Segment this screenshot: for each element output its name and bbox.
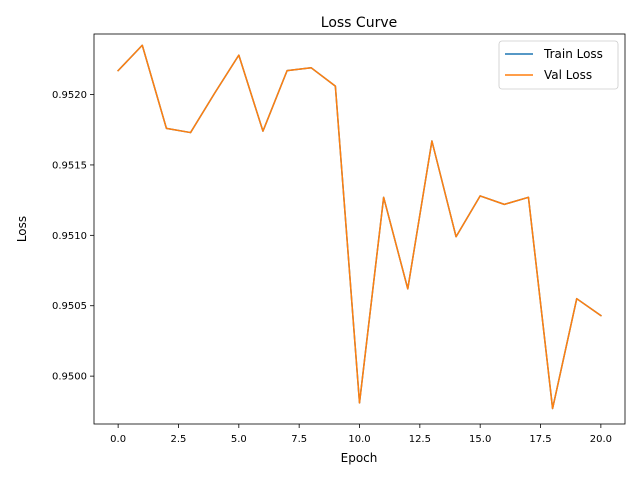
legend-box	[498, 40, 619, 90]
x-tick-label: 7.5	[291, 434, 307, 445]
y-axis-label: Loss	[15, 216, 29, 242]
x-tick-label: 15.0	[469, 434, 491, 445]
legend: Train Loss Val Loss	[498, 40, 619, 90]
x-tick-label: 17.5	[529, 434, 551, 445]
plot-lines	[117, 44, 602, 410]
x-axis: 0.0 2.5 5.0 7.5 10.0 12.5 15.0 17.5 20.0	[110, 424, 612, 445]
series-line-val-loss	[117, 44, 602, 410]
y-tick-label: 0.9500	[52, 372, 87, 383]
x-tick-label: 5.0	[231, 434, 247, 445]
chart-title: Loss Curve	[321, 15, 397, 31]
x-tick-label: 20.0	[590, 434, 612, 445]
x-tick-label: 10.0	[348, 434, 370, 445]
x-axis-label: Epoch	[341, 451, 378, 465]
x-tick-label: 12.5	[409, 434, 431, 445]
x-tick-label: 2.5	[171, 434, 187, 445]
y-tick-label: 0.9505	[52, 301, 87, 312]
y-axis: 0.9500 0.9505 0.9510 0.9515 0.9520	[52, 90, 94, 383]
y-tick-label: 0.9515	[52, 160, 87, 171]
y-tick-label: 0.9510	[52, 231, 87, 242]
x-tick-label: 0.0	[110, 434, 126, 445]
y-tick-label: 0.9520	[52, 90, 87, 101]
legend-label-train-loss: Train Loss	[543, 47, 603, 61]
legend-label-val-loss: Val Loss	[544, 68, 592, 82]
